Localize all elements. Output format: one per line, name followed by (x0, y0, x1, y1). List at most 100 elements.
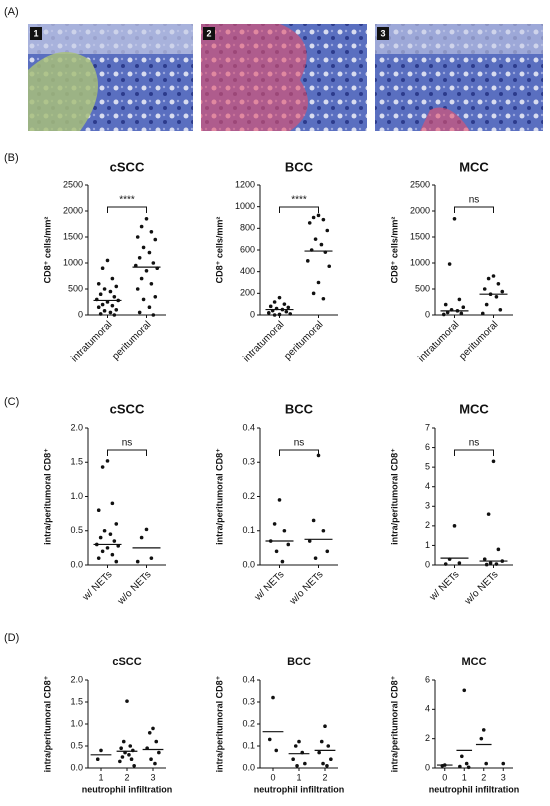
significance-bracket (454, 449, 494, 456)
data-point (319, 739, 324, 744)
data-point (443, 562, 448, 566)
x-tick-label: 0 (270, 772, 275, 782)
data-point (137, 255, 142, 260)
data-point (153, 295, 158, 299)
x-tick-label: w/ NETs (252, 569, 286, 603)
panel-label: (D) (4, 632, 19, 644)
y-tick-label: 1 (425, 540, 430, 550)
y-tick-label: 0.0 (70, 762, 83, 772)
y-tick-label: 4 (425, 704, 430, 714)
data-point (268, 304, 273, 309)
x-tick-label: w/o NETs (462, 569, 500, 607)
y-tick-label: 2000 (410, 205, 430, 215)
data-point (112, 295, 117, 299)
y-tick-label: 0 (78, 309, 83, 319)
data-point (297, 739, 301, 744)
data-point (98, 312, 103, 316)
data-point (272, 300, 277, 304)
data-point (129, 757, 134, 761)
chart: cSCC intra/peritumoral CD8⁺ 0.0 0.5 1.0 1.5 2.… (42, 401, 166, 608)
data-point (272, 522, 277, 526)
panel-label: (A) (4, 6, 19, 18)
data-point (108, 289, 113, 294)
x-tick-label: 3 (501, 772, 506, 782)
significance-label: ns (294, 438, 305, 449)
significance-label: **** (291, 195, 307, 206)
y-tick-label: 1500 (410, 231, 430, 241)
x-tick-label: peritumoral (110, 319, 153, 362)
data-point (329, 757, 333, 761)
y-tick-label: 1200 (235, 179, 255, 189)
y-tick-label: 2 (425, 520, 430, 530)
data-point (135, 235, 140, 239)
x-tick-label: w/ NETs (427, 569, 461, 603)
data-point (282, 302, 287, 306)
data-point (135, 559, 140, 564)
y-tick-label: 1500 (63, 231, 83, 241)
data-point (280, 559, 285, 564)
y-axis-label: intra/peritumoral CD8⁺ (42, 675, 52, 772)
data-point (466, 765, 471, 770)
image: 3 (375, 24, 543, 131)
data-point (277, 498, 282, 502)
data-point (105, 546, 110, 550)
data-point (282, 528, 287, 533)
y-tick-label: 0.1 (242, 525, 255, 535)
chart-title: MCC (459, 159, 489, 174)
data-point (491, 274, 496, 278)
y-tick-label: 1.5 (70, 696, 83, 706)
y-tick-label: 5 (425, 462, 430, 472)
data-point (102, 287, 107, 291)
data-point (125, 699, 129, 703)
data-point (307, 221, 312, 225)
y-tick-label: 800 (240, 223, 255, 233)
x-tick-label: 1 (98, 772, 103, 782)
x-axis-label: neutrophil infiltration (254, 784, 345, 794)
data-point (486, 276, 491, 281)
data-point (305, 259, 310, 263)
panel-label: (B) (4, 152, 19, 164)
data-point (135, 287, 140, 291)
x-tick-label: w/ NETs (80, 569, 114, 603)
data-point (144, 269, 149, 273)
y-tick-label: 0.4 (242, 674, 255, 684)
x-tick-label: w/o NETs (115, 569, 153, 607)
data-point (149, 282, 154, 286)
chart-title: cSCC (110, 401, 145, 416)
data-point (274, 748, 279, 753)
y-tick-label: 400 (240, 266, 255, 276)
data-point (317, 750, 321, 755)
data-point (496, 282, 501, 286)
y-axis-label: intra/peritumoral CD8⁺ (389, 675, 399, 772)
x-axis-label: neutrophil infiltration (429, 784, 520, 794)
data-point (479, 736, 484, 741)
chart: MCC intra/peritumoral CD8⁺ 0 1 2 3 4 5 6 7 w/ NETs… (389, 401, 513, 608)
y-tick-label: 500 (415, 283, 430, 293)
data-point (325, 228, 330, 233)
data-point (303, 761, 307, 766)
data-point (120, 755, 125, 759)
data-point (151, 313, 156, 317)
y-axis-label: intra/peritumoral CD8⁺ (214, 675, 224, 772)
y-tick-label: 2500 (63, 179, 83, 189)
chart: BCC CD8⁺ cells/mm² 0 200 400 600 800 1000 1200 in… (214, 159, 338, 364)
data-point (271, 695, 275, 700)
chart: MCC CD8⁺ cells/mm² 0 500 1000 1500 2000 2500 int… (389, 159, 513, 364)
chart-title: cSCC (112, 656, 141, 668)
significance-bracket (107, 449, 147, 456)
y-tick-label: 0.0 (70, 559, 83, 569)
data-point (267, 737, 272, 742)
panel-label: (C) (4, 396, 19, 408)
data-point (139, 224, 144, 229)
y-tick-label: 1.0 (70, 718, 83, 728)
y-tick-label: 0.4 (242, 422, 255, 432)
data-point (494, 562, 499, 566)
data-point (149, 230, 154, 234)
chart: BCC intra/peritumoral CD8⁺ 0.0 0.1 0.2 0.3 0.4… (214, 401, 338, 608)
data-point (321, 761, 325, 766)
y-tick-label: 3 (425, 501, 430, 511)
data-point (144, 217, 149, 221)
y-tick-label: 0.2 (242, 718, 255, 728)
y-tick-label: 500 (68, 283, 83, 293)
data-point (484, 562, 489, 567)
